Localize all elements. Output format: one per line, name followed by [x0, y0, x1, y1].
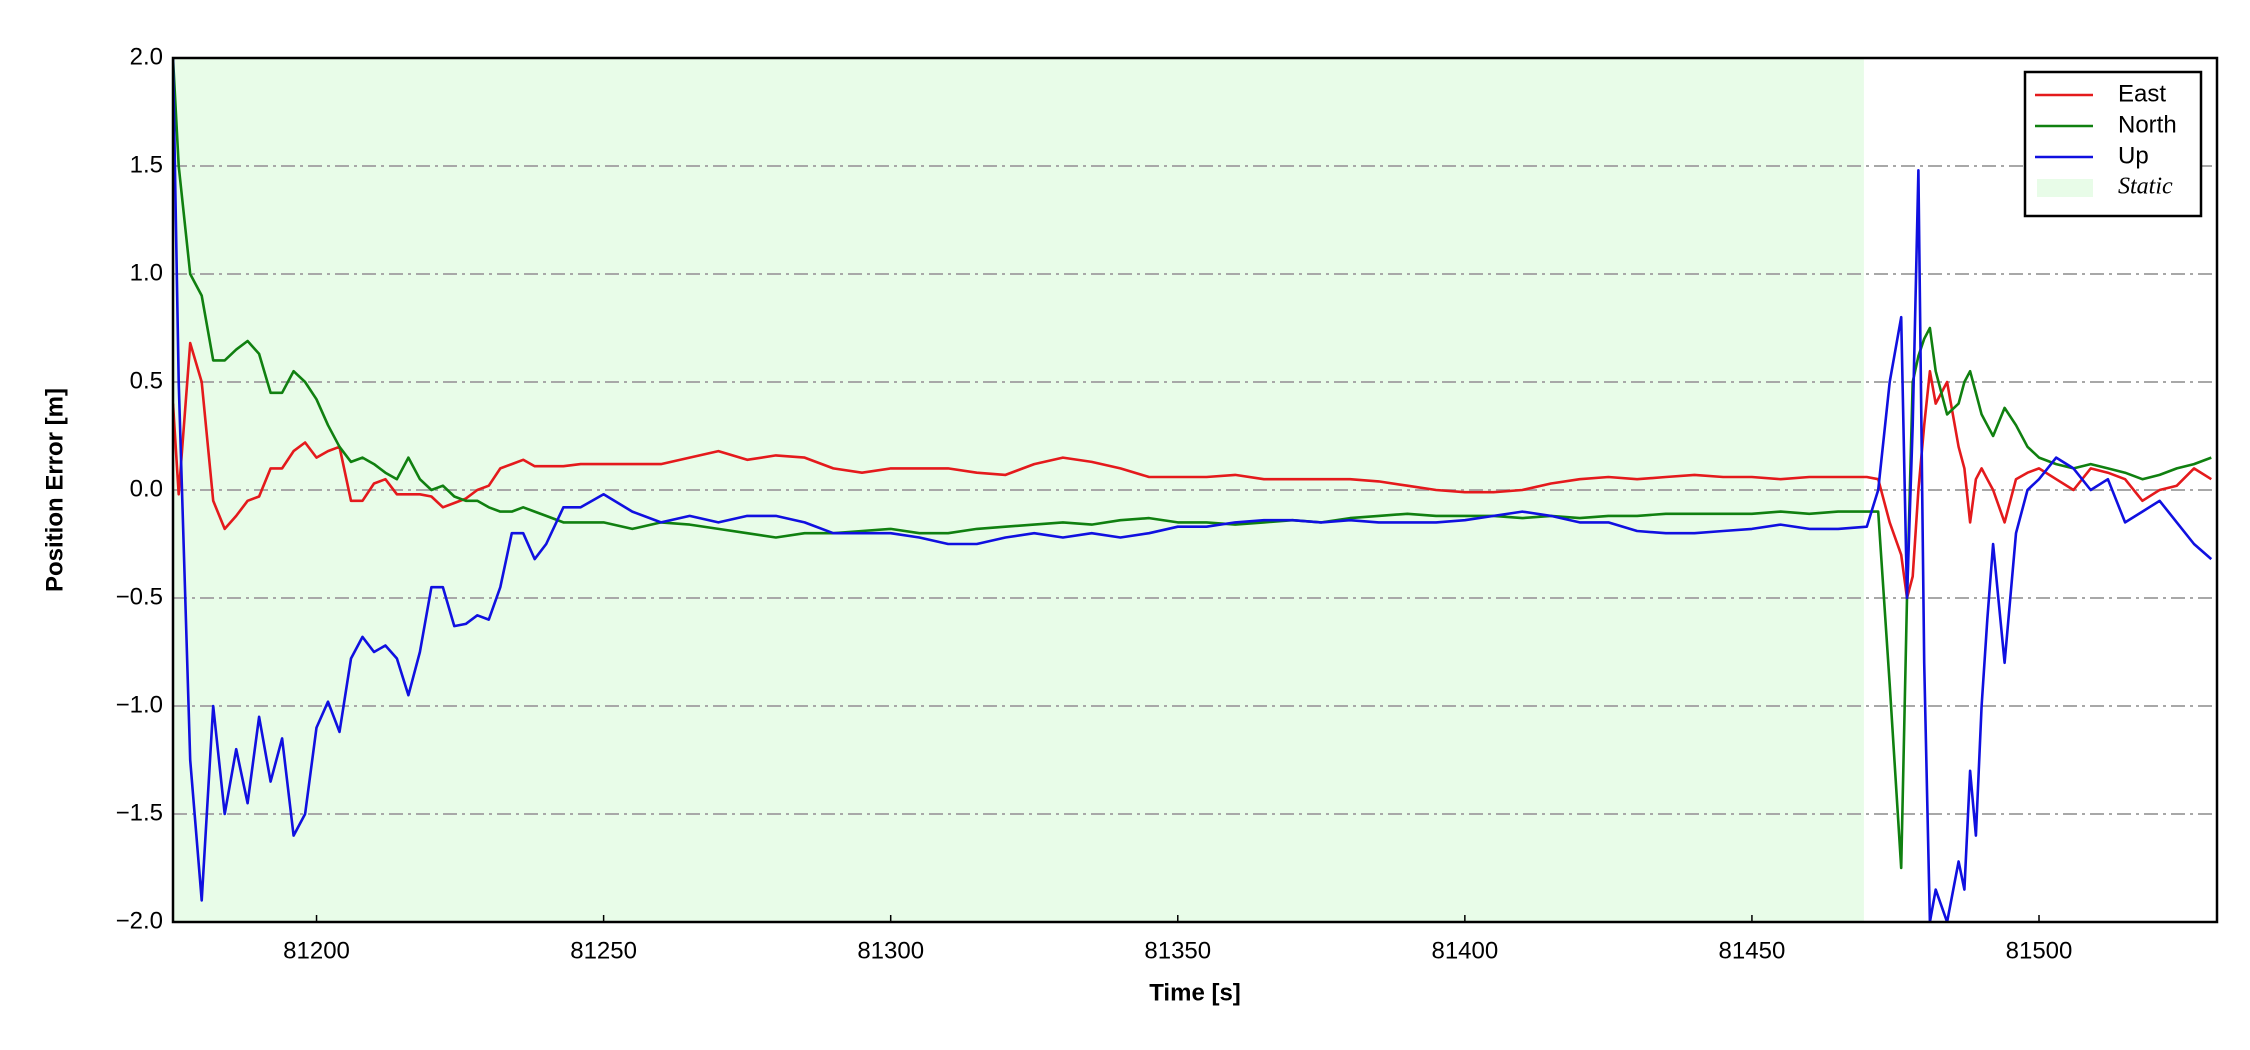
x-tick-label: 81350 [1144, 937, 1211, 964]
x-axis-label: Time [s] [1149, 979, 1241, 1006]
plot-frame [171, 56, 2219, 924]
legend-label: North [2118, 111, 2177, 138]
series-line [173, 341, 2212, 600]
x-tick-label: 81250 [570, 937, 637, 964]
y-tick-label: 2.0 [130, 43, 163, 70]
y-tick-label: −0.5 [116, 583, 163, 610]
y-tick-label: 1.0 [130, 259, 163, 286]
x-tick-label: 81400 [1431, 937, 1498, 964]
y-axis-label: Position Error [m] [41, 388, 68, 592]
series-line [173, 58, 2213, 922]
legend-label: Static [2118, 174, 2173, 200]
legend-swatch [2037, 179, 2093, 197]
y-tick-label: −2.0 [116, 907, 163, 934]
legend-label: East [2118, 80, 2166, 107]
y-tick-label: −1.5 [116, 799, 163, 826]
y-tick-label: −1.0 [116, 691, 163, 718]
x-tick-label: 81500 [2006, 937, 2073, 964]
y-tick-label: 0.0 [130, 475, 163, 502]
x-tick-label: 81450 [1719, 937, 1786, 964]
y-tick-label: 1.5 [130, 151, 163, 178]
x-tick-label: 81300 [857, 937, 924, 964]
plot-lines [173, 58, 2213, 922]
legend-label: Up [2118, 142, 2149, 169]
x-tick-label: 81200 [283, 937, 350, 964]
y-tick-label: 0.5 [130, 367, 163, 394]
series-line [173, 58, 2212, 870]
